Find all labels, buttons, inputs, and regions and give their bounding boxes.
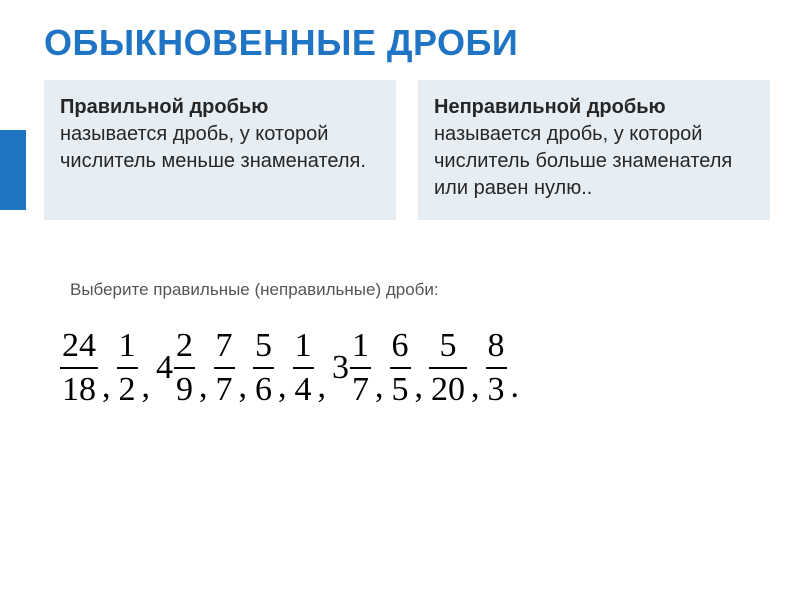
definition-row: Правильной дробью называется дробь, у ко… [44, 80, 770, 220]
page-title: ОБЫКНОВЕННЫЕ ДРОБИ [44, 22, 518, 64]
list-separator: , [195, 370, 214, 404]
fraction: 83 [486, 328, 507, 408]
fraction-denominator: 3 [486, 372, 507, 408]
fraction: 14 [293, 328, 314, 408]
fraction: 520 [429, 328, 467, 408]
list-separator: , [371, 370, 390, 404]
definition-improper-text: называется дробь, у которой числитель бо… [434, 123, 732, 199]
fraction-numerator: 6 [390, 328, 411, 364]
fraction-numerator: 5 [438, 328, 459, 364]
fraction-list: 2418,12,429,77,56,14,317,65,520,83. [60, 328, 525, 408]
fraction-numerator: 24 [60, 328, 98, 364]
fraction-denominator: 6 [253, 372, 274, 408]
fraction: 2418 [60, 328, 98, 408]
definition-improper: Неправильной дробью называется дробь, у … [418, 80, 770, 220]
instruction-text: Выберите правильные (неправильные) дроби… [70, 280, 439, 300]
fraction-bar [174, 367, 195, 370]
fraction-numerator: 2 [174, 328, 195, 364]
fraction: 65 [390, 328, 411, 408]
fraction: 56 [253, 328, 274, 408]
fraction-numerator: 1 [117, 328, 138, 364]
fraction-bar [214, 367, 235, 370]
list-separator: , [467, 370, 486, 404]
fraction-bar [350, 367, 371, 370]
fraction-bar [60, 367, 98, 370]
definition-proper-term: Правильной дробью [60, 96, 268, 118]
list-separator: , [138, 370, 157, 404]
fraction-numerator: 7 [214, 328, 235, 364]
fraction-denominator: 2 [117, 372, 138, 408]
fraction-numerator: 8 [486, 328, 507, 364]
fraction-bar [293, 367, 314, 370]
fraction-whole: 4 [156, 349, 174, 387]
fraction: 77 [214, 328, 235, 408]
definition-improper-term: Неправильной дробью [434, 96, 666, 118]
fraction-denominator: 18 [60, 372, 98, 408]
list-terminator: . [507, 370, 526, 404]
fraction-bar [486, 367, 507, 370]
fraction-bar [253, 367, 274, 370]
fraction: 17 [350, 328, 371, 408]
list-separator: , [274, 370, 293, 404]
accent-sidebar [0, 130, 26, 210]
fraction-bar [117, 367, 138, 370]
fraction-denominator: 9 [174, 372, 195, 408]
fraction: 29 [174, 328, 195, 408]
list-separator: , [411, 370, 430, 404]
fraction-bar [429, 367, 467, 370]
fraction-numerator: 1 [293, 328, 314, 364]
fraction-denominator: 7 [214, 372, 235, 408]
fraction-denominator: 7 [350, 372, 371, 408]
fraction: 12 [117, 328, 138, 408]
fraction-bar [390, 367, 411, 370]
list-separator: , [98, 370, 117, 404]
list-separator: , [314, 370, 333, 404]
fraction-denominator: 4 [293, 372, 314, 408]
fraction-denominator: 20 [429, 372, 467, 408]
fraction-whole: 3 [332, 349, 350, 387]
fraction-denominator: 5 [390, 372, 411, 408]
definition-proper-text: называется дробь, у которой числитель ме… [60, 123, 366, 172]
definition-proper: Правильной дробью называется дробь, у ко… [44, 80, 396, 220]
fraction-numerator: 5 [253, 328, 274, 364]
fraction-numerator: 1 [350, 328, 371, 364]
list-separator: , [235, 370, 254, 404]
